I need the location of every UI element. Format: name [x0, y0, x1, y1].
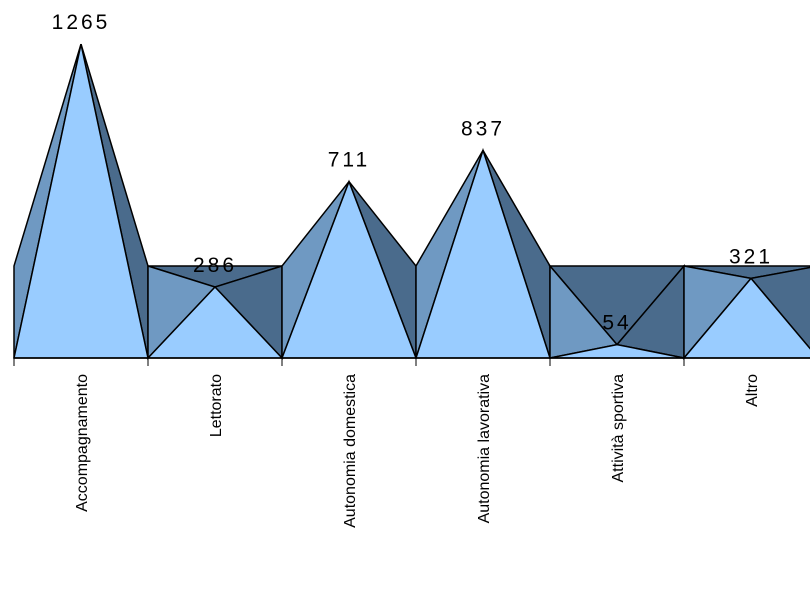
data-point-2 [146, 264, 284, 360]
category-labels: Accompagnamento Lettorato Autonomia domest… [74, 374, 761, 528]
data-point-5 [548, 263, 686, 359]
data-labels: 1265 286 711 837 54 321 [52, 11, 773, 335]
category-label: Lettorato [208, 374, 225, 437]
data-point-3 [280, 179, 418, 359]
category-label: Autonomia domestica [342, 374, 359, 528]
data-label: 321 [729, 245, 773, 268]
chart-marks [13, 43, 810, 361]
data-label: 711 [328, 149, 370, 172]
data-point-6 [682, 265, 810, 361]
data-label: 54 [602, 312, 631, 335]
data-label: 837 [461, 117, 505, 140]
data-label: 1265 [52, 11, 111, 34]
category-label: Altro [744, 374, 761, 407]
data-point-4 [414, 147, 552, 359]
category-label: Accompagnamento [74, 374, 91, 512]
category-label: Attività sportiva [610, 374, 627, 483]
category-label: Autonomia lavorativa [476, 374, 493, 524]
x-axis [13, 357, 810, 366]
data-label: 286 [193, 254, 237, 277]
data-point-1 [13, 43, 149, 359]
